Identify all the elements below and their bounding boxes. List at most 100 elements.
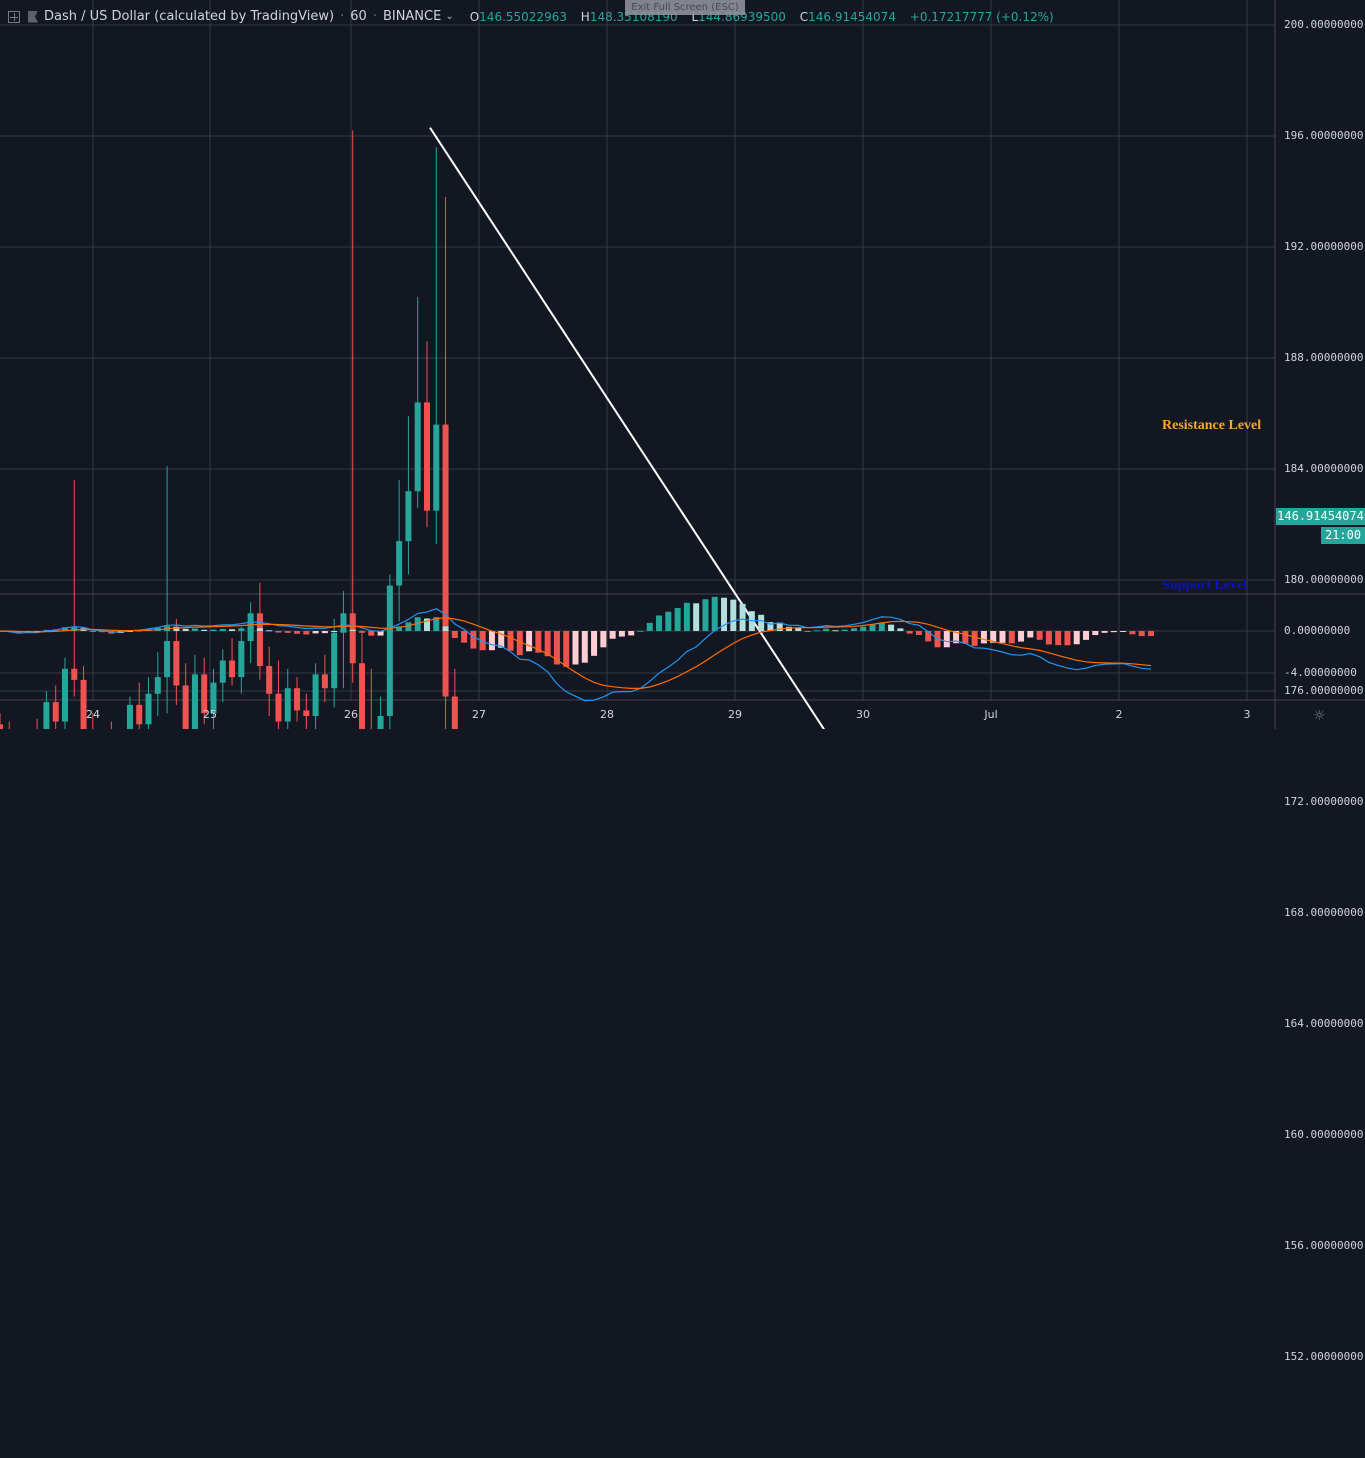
macd-histogram-bar — [637, 630, 644, 632]
macd-histogram-bar — [516, 631, 523, 656]
interval-label[interactable]: 60 — [350, 9, 367, 24]
macd-histogram-bar — [618, 631, 625, 637]
macd-histogram-bar — [711, 596, 718, 631]
price-tick-label: 164.00000000 — [1284, 1017, 1364, 1030]
candle-body — [136, 704, 143, 725]
candle-countdown-tag: 21:00 — [1321, 527, 1365, 544]
macd-histogram-bar — [340, 629, 347, 631]
macd-histogram-bar — [767, 622, 774, 631]
macd-histogram-bar — [1129, 631, 1136, 635]
macd-histogram-bar — [572, 631, 579, 665]
macd-histogram-bar — [321, 631, 328, 634]
candle-body — [154, 677, 161, 694]
open-value: 146.55022963 — [479, 9, 567, 24]
macd-line — [0, 608, 1152, 702]
date-tick-label: 24 — [86, 708, 100, 721]
support-level-label[interactable]: Support Level — [1162, 578, 1248, 593]
low-label: L — [691, 9, 699, 24]
macd-histogram-bar — [785, 626, 792, 631]
macd-histogram-bar — [229, 629, 236, 631]
macd-histogram-bar — [999, 631, 1006, 643]
candle-body — [284, 688, 291, 722]
date-tick-label: Jul — [984, 708, 998, 721]
candle-body — [331, 632, 338, 689]
macd-histogram-bar — [758, 614, 765, 631]
macd-histogram-bar — [238, 628, 245, 631]
macd-histogram-bar — [173, 626, 180, 631]
macd-histogram-bar — [897, 628, 904, 631]
macd-histogram-bar — [312, 631, 319, 634]
macd-histogram-bar — [553, 631, 560, 665]
macd-histogram-bar — [600, 631, 607, 648]
macd-histogram-bar — [804, 631, 811, 632]
candle-body — [349, 613, 356, 664]
candle-body — [256, 613, 263, 667]
settings-gear-icon[interactable]: ☼ — [1313, 708, 1326, 724]
macd-histogram-bar — [15, 631, 22, 634]
add-symbol-icon[interactable] — [8, 10, 20, 23]
candle-body — [340, 613, 347, 633]
candle-body — [0, 724, 3, 729]
candle-body — [294, 688, 301, 711]
candle-body — [43, 702, 50, 729]
price-tick-label: 192.00000000 — [1284, 240, 1364, 253]
macd-histogram-bar — [776, 622, 783, 631]
macd-histogram-bar — [126, 631, 133, 632]
candle-body — [377, 715, 384, 729]
macd-histogram-bar — [832, 630, 839, 632]
macd-histogram-bar — [739, 603, 746, 631]
candle-body — [303, 710, 310, 716]
macd-histogram-bar — [182, 628, 189, 631]
resistance-level-label[interactable]: Resistance Level — [1162, 418, 1262, 433]
macd-histogram-bar — [581, 631, 588, 663]
candle-body — [191, 674, 198, 729]
candle-body — [145, 693, 152, 725]
date-tick-label: 3 — [1243, 708, 1251, 721]
chart-legend: Dash / US Dollar (calculated by TradingV… — [8, 9, 1054, 24]
macd-histogram-bar — [1055, 631, 1062, 646]
macd-histogram-bar — [674, 608, 681, 631]
macd-histogram-bar — [535, 631, 542, 653]
candle-body — [182, 685, 189, 729]
macd-histogram-bar — [386, 630, 393, 632]
macd-histogram-bar — [665, 611, 672, 631]
flag-icon[interactable] — [28, 10, 38, 23]
macd-histogram-bar — [1018, 631, 1025, 642]
macd-histogram-bar — [414, 617, 421, 631]
date-tick-label: 29 — [728, 708, 742, 721]
macd-histogram-bar — [1120, 631, 1127, 632]
macd-histogram-bar — [266, 630, 273, 632]
macd-histogram-bar — [423, 618, 430, 631]
macd-histogram-bar — [377, 631, 384, 636]
date-tick-label: 30 — [856, 708, 870, 721]
macd-histogram-bar — [869, 624, 876, 631]
candle-body — [80, 679, 87, 729]
macd-histogram-bar — [191, 628, 198, 631]
price-tick-label: 180.00000000 — [1284, 573, 1364, 586]
date-tick-label: 2 — [1115, 708, 1123, 721]
background — [0, 0, 1365, 729]
exchange-label[interactable]: BINANCE — [382, 9, 442, 24]
separator-dot: · — [340, 9, 345, 24]
price-tick-label: 156.00000000 — [1284, 1239, 1364, 1252]
macd-histogram-bar — [683, 602, 690, 631]
macd-histogram-bar — [730, 599, 737, 631]
candle-body — [442, 424, 449, 697]
macd-histogram-bar — [396, 626, 403, 631]
macd-histogram-bar — [1110, 631, 1117, 633]
price-tick-label: 168.00000000 — [1284, 906, 1364, 919]
chevron-down-icon[interactable]: ⌄ — [445, 11, 454, 22]
macd-histogram-bar — [971, 631, 978, 646]
date-tick-label: 25 — [203, 708, 217, 721]
symbol-name[interactable]: Dash / US Dollar (calculated by TradingV… — [44, 9, 335, 24]
macd-histogram-bar — [544, 631, 551, 657]
candle-body — [173, 641, 180, 686]
macd-histogram-bar — [1008, 631, 1015, 644]
macd-histogram-bar — [461, 631, 468, 643]
high-label: H — [580, 9, 590, 24]
macd-histogram-bar — [888, 624, 895, 631]
exit-fullscreen-tooltip[interactable]: Exit Full Screen (ESC) — [625, 0, 745, 15]
chart-canvas[interactable] — [0, 0, 1365, 729]
open-label: O — [469, 9, 480, 24]
macd-histogram-bar — [61, 627, 68, 631]
